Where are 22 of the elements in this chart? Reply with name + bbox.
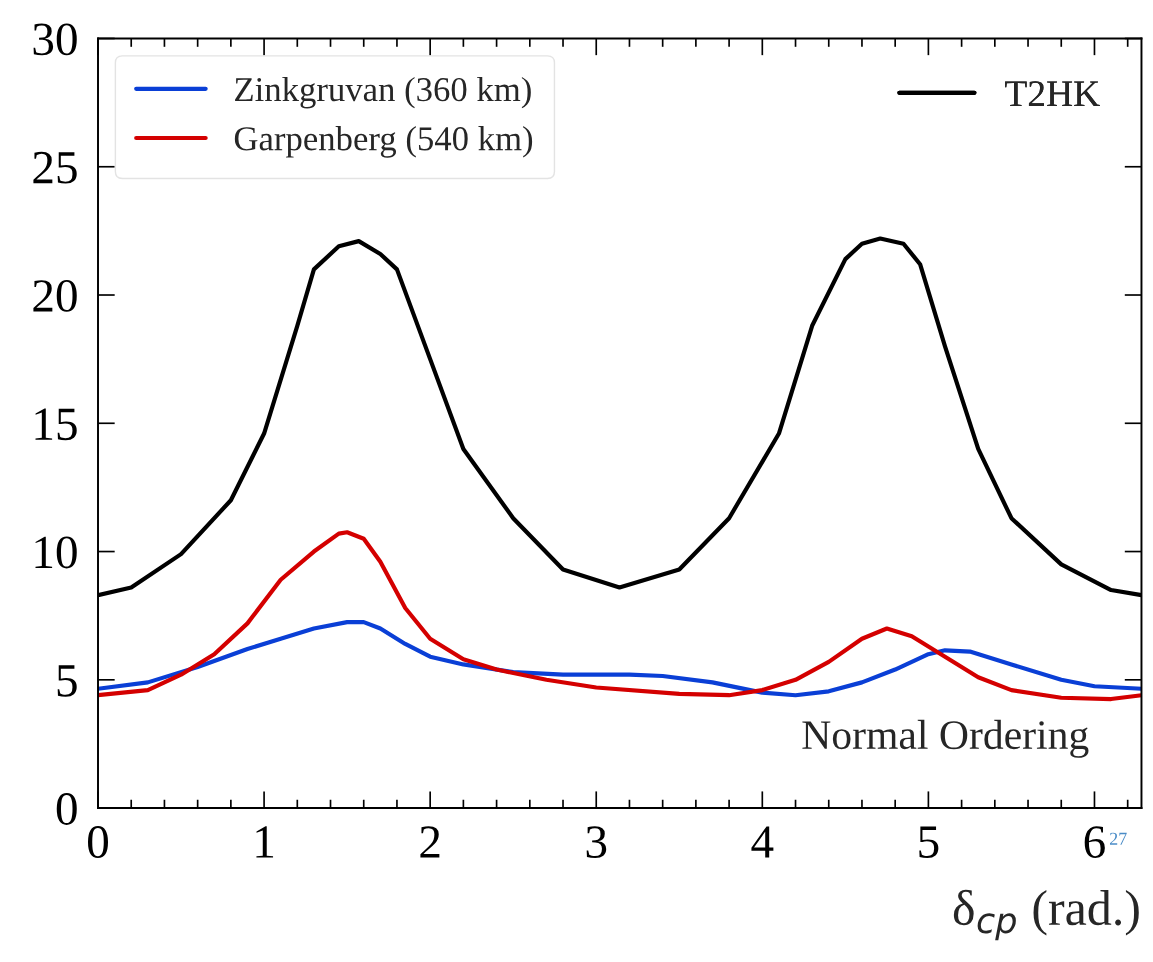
x-axis-title: δ$_{cp}$ (rad.) [953,889,1139,941]
x-tick-label: 3 [586,826,607,858]
annotation: Normal Ordering [802,719,1089,758]
y-tick-label: 15 [35,408,77,441]
text: 27 [1109,832,1127,845]
legend-label: T2HK [1005,81,1100,106]
line-series [98,530,1142,702]
y-tick-label: 20 [33,279,77,312]
y-tick-label: 25 [33,151,77,184]
x-tick-label: 1 [256,826,274,858]
y-tick-label: 30 [33,23,77,56]
x-tick-label: 2 [420,826,440,858]
y-tick-label: 0 [56,793,77,825]
y-tick-label: 5 [57,665,77,697]
legend-label: Zinkgruvan (360 km) [235,76,531,109]
legend-label: Garpenberg (540 km) [234,126,533,158]
x-tick-label: 5 [919,826,939,858]
x-tick-label: 6 [1084,826,1105,858]
line-series [98,620,1142,698]
y-tick-label: 10 [35,536,77,569]
x-tick-label: 0 [88,826,109,858]
x-tick-label: 4 [751,826,774,858]
